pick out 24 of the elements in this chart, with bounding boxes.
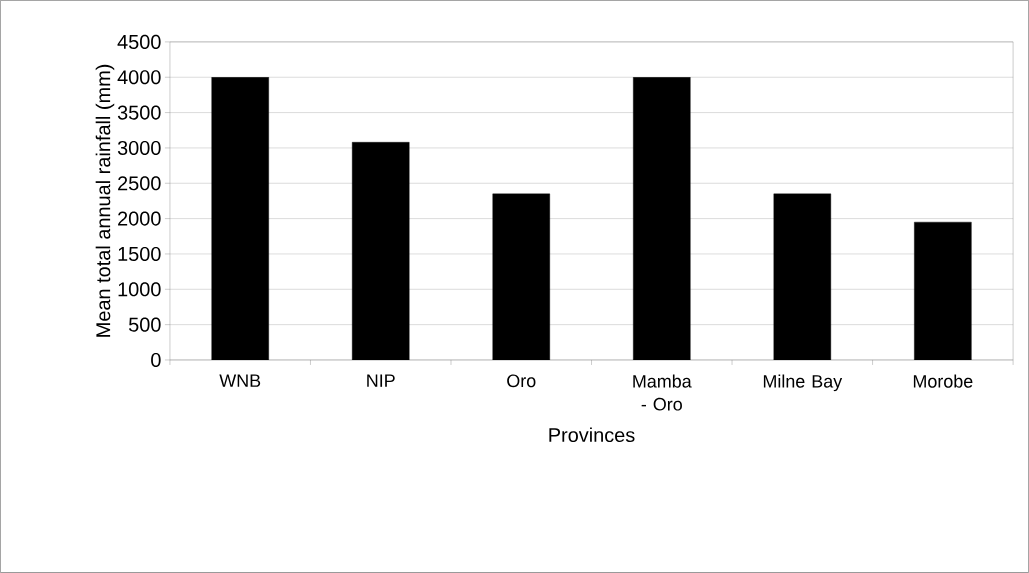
x-tick-label: WNB [219,374,261,387]
x-axis-title: Provinces [549,427,635,443]
y-axis-title: Mean total annual rainfall (mm) [95,64,115,337]
bar [492,193,550,361]
y-tick-label: 4500 [117,34,161,49]
y-tick-label: 500 [128,317,161,332]
y-tick-label: 1000 [118,282,161,297]
bar [773,193,832,361]
y-tick-label: 1500 [118,246,161,262]
x-tick-label: Milne Bay [763,374,843,392]
y-tick-label: 4000 [117,70,161,85]
y-tick-label: 3500 [117,105,161,120]
y-tick-label: 0 [151,352,161,368]
x-tick-label: NIP [367,374,395,387]
y-tick-label: 3000 [117,140,161,156]
y-tick-label: 2500 [118,176,161,191]
bar [914,221,972,361]
x-tick-label: Oro [507,374,536,388]
bar [211,77,269,361]
x-tick-label: Morobe [913,374,973,388]
y-tick-label: 2000 [118,211,161,226]
bar [352,142,410,361]
x-tick-label: Mamba - Oro [633,374,692,411]
bar [633,77,691,361]
